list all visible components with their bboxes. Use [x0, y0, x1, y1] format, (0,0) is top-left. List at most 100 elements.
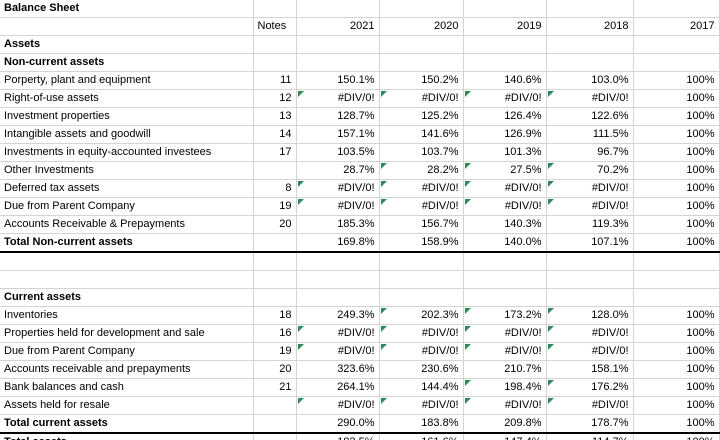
- value-cell[interactable]: 173.2%: [463, 306, 547, 325]
- empty-cell[interactable]: [253, 270, 297, 289]
- value-cell[interactable]: 140.3%: [463, 215, 547, 234]
- value-cell[interactable]: 28.7%: [296, 161, 380, 180]
- value-cell[interactable]: 185.3%: [296, 215, 380, 234]
- notes-header[interactable]: Notes: [253, 17, 297, 36]
- value-cell[interactable]: 150.1%: [296, 71, 380, 90]
- empty-cell[interactable]: [253, 433, 297, 440]
- value-cell[interactable]: 176.2%: [546, 378, 634, 397]
- value-cell[interactable]: 156.7%: [379, 215, 464, 234]
- empty-cell[interactable]: [633, 252, 720, 271]
- empty-cell[interactable]: [0, 270, 254, 289]
- empty-cell[interactable]: [633, 35, 720, 54]
- value-cell[interactable]: 323.6%: [296, 360, 380, 379]
- total-value[interactable]: 100%: [633, 233, 720, 253]
- value-cell[interactable]: 103.7%: [379, 143, 464, 162]
- empty-cell[interactable]: [379, 270, 464, 289]
- empty-cell[interactable]: [546, 270, 634, 289]
- empty-cell[interactable]: [463, 35, 547, 54]
- value-cell[interactable]: #DIV/0!: [463, 179, 547, 198]
- value-cell[interactable]: #DIV/0!: [379, 342, 464, 361]
- value-cell[interactable]: 128.7%: [296, 107, 380, 126]
- row-label[interactable]: Assets held for resale: [0, 396, 254, 415]
- row-label[interactable]: Properties held for development and sale: [0, 324, 254, 343]
- value-cell[interactable]: 100%: [633, 125, 720, 144]
- value-cell[interactable]: #DIV/0!: [296, 179, 380, 198]
- sheet-title[interactable]: Balance Sheet: [0, 0, 254, 18]
- value-cell[interactable]: 100%: [633, 197, 720, 216]
- note-cell[interactable]: 16: [253, 324, 297, 343]
- empty-cell[interactable]: [296, 252, 380, 271]
- value-cell[interactable]: #DIV/0!: [546, 197, 634, 216]
- grand-total-value[interactable]: 182.5%: [296, 433, 380, 440]
- value-cell[interactable]: #DIV/0!: [296, 342, 380, 361]
- empty-cell[interactable]: [546, 288, 634, 307]
- value-cell[interactable]: 101.3%: [463, 143, 547, 162]
- section-subheading[interactable]: Current assets: [0, 288, 254, 307]
- row-label[interactable]: Porperty, plant and equipment: [0, 71, 254, 90]
- total-value[interactable]: 209.8%: [463, 414, 547, 434]
- empty-cell[interactable]: [0, 252, 254, 271]
- note-cell[interactable]: [253, 396, 297, 415]
- row-label[interactable]: Right-of-use assets: [0, 89, 254, 108]
- empty-cell[interactable]: [253, 53, 297, 72]
- note-cell[interactable]: [253, 161, 297, 180]
- empty-cell[interactable]: [379, 53, 464, 72]
- year-header[interactable]: 2020: [379, 17, 464, 36]
- value-cell[interactable]: 140.6%: [463, 71, 547, 90]
- value-cell[interactable]: #DIV/0!: [546, 324, 634, 343]
- grand-total-label[interactable]: Total assets: [0, 433, 254, 440]
- grand-total-value[interactable]: 100%: [633, 433, 720, 440]
- value-cell[interactable]: 125.2%: [379, 107, 464, 126]
- grand-total-value[interactable]: 147.4%: [463, 433, 547, 440]
- value-cell[interactable]: 103.5%: [296, 143, 380, 162]
- year-header[interactable]: 2017: [633, 17, 720, 36]
- value-cell[interactable]: 100%: [633, 396, 720, 415]
- value-cell[interactable]: 249.3%: [296, 306, 380, 325]
- value-cell[interactable]: 27.5%: [463, 161, 547, 180]
- value-cell[interactable]: 100%: [633, 89, 720, 108]
- empty-cell[interactable]: [463, 0, 547, 18]
- note-cell[interactable]: 8: [253, 179, 297, 198]
- empty-cell[interactable]: [379, 252, 464, 271]
- value-cell[interactable]: 100%: [633, 378, 720, 397]
- value-cell[interactable]: 70.2%: [546, 161, 634, 180]
- empty-cell[interactable]: [463, 53, 547, 72]
- grand-total-value[interactable]: 161.6%: [379, 433, 464, 440]
- value-cell[interactable]: 198.4%: [463, 378, 547, 397]
- value-cell[interactable]: #DIV/0!: [296, 396, 380, 415]
- value-cell[interactable]: 150.2%: [379, 71, 464, 90]
- value-cell[interactable]: 28.2%: [379, 161, 464, 180]
- empty-cell[interactable]: [253, 35, 297, 54]
- value-cell[interactable]: 100%: [633, 342, 720, 361]
- value-cell[interactable]: 100%: [633, 306, 720, 325]
- value-cell[interactable]: 100%: [633, 324, 720, 343]
- empty-cell[interactable]: [633, 0, 720, 18]
- value-cell[interactable]: 210.7%: [463, 360, 547, 379]
- value-cell[interactable]: #DIV/0!: [546, 179, 634, 198]
- row-label[interactable]: Investments in equity-accounted investee…: [0, 143, 254, 162]
- row-label[interactable]: Bank balances and cash: [0, 378, 254, 397]
- total-value[interactable]: 158.9%: [379, 233, 464, 253]
- empty-cell[interactable]: [296, 0, 380, 18]
- row-label[interactable]: Investment properties: [0, 107, 254, 126]
- row-label[interactable]: Due from Parent Company: [0, 342, 254, 361]
- total-value[interactable]: 140.0%: [463, 233, 547, 253]
- value-cell[interactable]: #DIV/0!: [546, 396, 634, 415]
- value-cell[interactable]: #DIV/0!: [463, 197, 547, 216]
- value-cell[interactable]: 100%: [633, 107, 720, 126]
- value-cell[interactable]: 126.4%: [463, 107, 547, 126]
- value-cell[interactable]: 141.6%: [379, 125, 464, 144]
- row-label[interactable]: Other Investments: [0, 161, 254, 180]
- total-value[interactable]: 107.1%: [546, 233, 634, 253]
- note-cell[interactable]: 18: [253, 306, 297, 325]
- value-cell[interactable]: 100%: [633, 143, 720, 162]
- empty-cell[interactable]: [253, 233, 297, 253]
- empty-cell[interactable]: [0, 17, 254, 36]
- total-value[interactable]: 100%: [633, 414, 720, 434]
- value-cell[interactable]: #DIV/0!: [463, 342, 547, 361]
- note-cell[interactable]: 20: [253, 215, 297, 234]
- value-cell[interactable]: 144.4%: [379, 378, 464, 397]
- empty-cell[interactable]: [253, 288, 297, 307]
- empty-cell[interactable]: [253, 414, 297, 434]
- value-cell[interactable]: 230.6%: [379, 360, 464, 379]
